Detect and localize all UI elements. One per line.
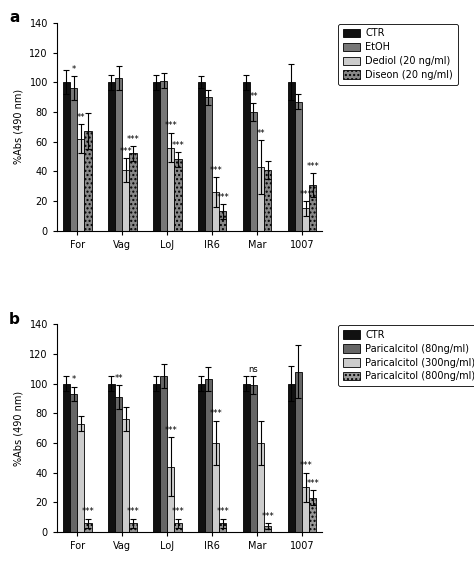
Bar [167,467,174,532]
Bar [302,487,309,532]
Legend: CTR, EtOH, Dediol (20 ng/ml), Diseon (20 ng/ml): CTR, EtOH, Dediol (20 ng/ml), Diseon (20… [338,23,457,85]
Bar [174,523,182,532]
Bar [243,82,250,231]
Bar [264,170,272,231]
Text: ***: *** [82,507,94,517]
Bar [129,523,137,532]
Text: ***: *** [217,507,229,517]
Bar [63,82,70,231]
Text: ***: *** [164,121,177,130]
Bar [219,212,227,231]
Bar [115,78,122,231]
Bar [243,384,250,532]
Text: ***: *** [307,161,319,170]
Bar [205,97,212,231]
Bar [309,185,317,231]
Bar [198,384,205,532]
Bar [84,131,91,231]
Text: ***: *** [119,146,132,156]
Bar [122,419,129,532]
Text: ***: *** [172,141,184,150]
Bar [174,160,182,231]
Text: a: a [9,10,19,25]
Bar [295,102,302,231]
Bar [250,112,257,231]
Text: b: b [9,312,20,327]
Bar [160,81,167,231]
Bar [302,208,309,231]
Text: ***: *** [299,190,312,198]
Bar [129,153,137,231]
Text: *: * [72,375,76,384]
Bar [160,376,167,532]
Bar [153,384,160,532]
Y-axis label: %Abs (490 nm): %Abs (490 nm) [14,89,24,164]
Bar [257,443,264,532]
Text: ***: *** [210,166,222,175]
Bar [77,138,84,231]
Bar [205,379,212,532]
Bar [167,148,174,231]
Bar [212,192,219,231]
Bar [77,424,84,532]
Bar [70,394,77,532]
Text: ***: *** [262,512,274,521]
Text: **: ** [114,374,123,383]
Text: ***: *** [172,507,184,517]
Text: ***: *** [307,479,319,488]
Bar [122,170,129,231]
Text: **: ** [256,129,265,138]
Legend: CTR, Paricalcitol (80ng/ml), Paricalcitol (300ng/ml), Paricalcitol (800ng/ml): CTR, Paricalcitol (80ng/ml), Paricalcito… [338,325,474,386]
Y-axis label: %Abs (490 nm): %Abs (490 nm) [14,391,24,466]
Text: ***: *** [127,507,139,517]
Bar [108,384,115,532]
Bar [288,384,295,532]
Bar [250,385,257,532]
Text: **: ** [76,113,85,122]
Bar [295,372,302,532]
Bar [264,526,272,532]
Bar [115,397,122,532]
Text: ***: *** [164,426,177,435]
Text: *: * [72,65,76,74]
Text: **: ** [249,92,258,101]
Bar [84,523,91,532]
Text: ***: *** [210,410,222,419]
Bar [219,523,227,532]
Bar [257,167,264,231]
Bar [108,82,115,231]
Text: ***: *** [127,135,139,144]
Bar [70,88,77,231]
Bar [288,82,295,231]
Text: ***: *** [299,462,312,470]
Bar [63,384,70,532]
Bar [153,82,160,231]
Bar [198,82,205,231]
Text: ***: *** [217,193,229,202]
Bar [212,443,219,532]
Text: ns: ns [248,365,258,374]
Bar [309,498,317,532]
